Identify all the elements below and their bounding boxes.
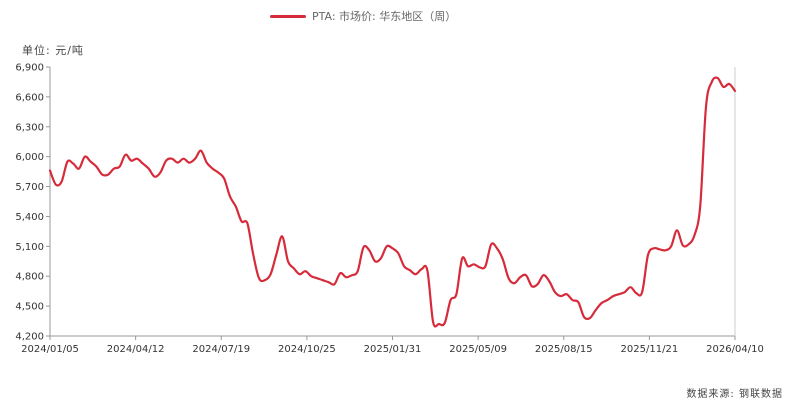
x-tick-label: 2025/05/09 [449, 344, 507, 355]
y-tick-label: 6,900 [15, 63, 44, 74]
x-tick-label: 2024/01/05 [21, 344, 79, 355]
x-tick-label: 2025/08/15 [535, 344, 593, 355]
x-tick-label: 2024/07/19 [192, 344, 250, 355]
source-label: 数据来源: 钢联数据 [686, 389, 783, 400]
x-tick-label: 2024/10/25 [278, 344, 336, 355]
y-tick-label: 4,200 [15, 332, 44, 343]
y-tick-label: 6,300 [15, 122, 44, 133]
x-tick-label: 2026/04/10 [706, 344, 764, 355]
y-tick-label: 6,600 [15, 92, 44, 103]
unit-label: 单位: 元/吨 [22, 44, 84, 57]
y-tick-label: 5,700 [15, 182, 44, 193]
x-tick-label: 2025/11/21 [621, 344, 679, 355]
y-tick-label: 4,800 [15, 272, 44, 283]
legend-label: PTA: 市场价: 华东地区（周） [312, 10, 457, 23]
y-tick-label: 5,400 [15, 212, 44, 223]
legend-swatch [270, 14, 306, 18]
series-line [48, 76, 737, 328]
x-tick-label: 2024/04/12 [107, 344, 165, 355]
legend: PTA: 市场价: 华东地区（周） [270, 8, 456, 24]
x-tick-label: 2025/01/31 [364, 344, 422, 355]
y-tick-label: 5,100 [15, 242, 44, 253]
y-tick-label: 4,500 [15, 302, 44, 313]
y-tick-label: 6,000 [15, 152, 44, 163]
